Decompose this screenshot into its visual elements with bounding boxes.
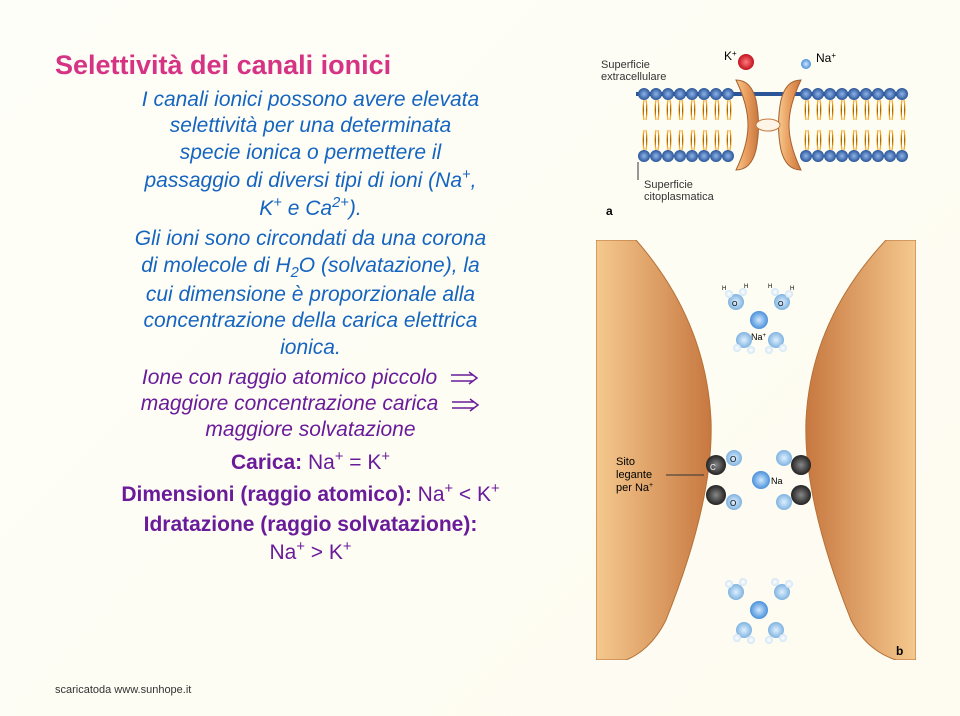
paragraph-3: Ione con raggio atomico piccolo maggiore… bbox=[55, 365, 566, 444]
svg-text:H: H bbox=[768, 284, 772, 290]
sito-label: Sito bbox=[616, 456, 635, 468]
p2-l1: Gli ioni sono circondati da una corona bbox=[135, 227, 486, 250]
k-label: K+ bbox=[724, 50, 737, 63]
carica-na: Na bbox=[302, 451, 335, 474]
p1-line4a: passaggio di diversi tipi di ioni (Na bbox=[145, 169, 463, 192]
label-cytoplasmic: Superficie bbox=[644, 179, 693, 191]
na-ion-icon bbox=[801, 59, 811, 69]
p2-l3: cui dimensione è proporzionale alla bbox=[146, 283, 475, 306]
svg-text:extracellulare: extracellulare bbox=[601, 71, 666, 83]
p2-l4: concentrazione della carica elettrica bbox=[144, 309, 478, 332]
idr-line: Idratazione (raggio solvatazione): Na+ >… bbox=[55, 512, 566, 567]
carica-label: Carica: bbox=[231, 451, 302, 474]
arrow-icon bbox=[450, 398, 480, 412]
p2-l2b: O (solvatazione), la bbox=[299, 254, 480, 277]
binding-site: C O O Na bbox=[706, 450, 811, 510]
label-extracellular: Superficie bbox=[601, 59, 650, 71]
p1-k: K bbox=[259, 197, 273, 220]
svg-text:H: H bbox=[790, 286, 794, 292]
svg-text:O: O bbox=[730, 455, 736, 464]
paragraph-1: I canali ionici possono avere elevata se… bbox=[55, 87, 566, 222]
slide-content: Selettività dei canali ionici I canali i… bbox=[0, 0, 960, 716]
paragraph-2: Gli ioni sono circondati da una corona d… bbox=[55, 226, 566, 361]
panel-label-a: a bbox=[606, 204, 613, 218]
idr-na: Na bbox=[269, 541, 296, 564]
p1-line1: I canali ionici possono avere elevata bbox=[142, 88, 479, 111]
text-column: Selettività dei canali ionici I canali i… bbox=[55, 50, 586, 686]
idr-k: > K bbox=[305, 541, 343, 564]
figure-b-channel: Na+ O H H O H H bbox=[596, 240, 916, 660]
svg-text:citoplasmatica: citoplasmatica bbox=[644, 191, 715, 203]
panel-label-b: b bbox=[896, 644, 903, 658]
svg-text:per Na+: per Na+ bbox=[616, 482, 653, 494]
p3-l3: maggiore solvatazione bbox=[205, 418, 415, 441]
idr-label: Idratazione (raggio solvatazione): bbox=[144, 513, 478, 536]
svg-text:Na+: Na+ bbox=[751, 332, 767, 342]
svg-text:H: H bbox=[744, 284, 748, 290]
p1-line2: selettività per una determinata bbox=[170, 114, 451, 137]
svg-text:C: C bbox=[710, 463, 716, 472]
svg-text:legante: legante bbox=[616, 469, 652, 481]
slide-title: Selettività dei canali ionici bbox=[55, 50, 566, 81]
p2-l5: ionica. bbox=[280, 336, 341, 359]
arrow-icon bbox=[449, 371, 479, 385]
p1-end: ). bbox=[349, 197, 362, 220]
p2-l2a: di molecole di H bbox=[141, 254, 290, 277]
svg-text:Na: Na bbox=[771, 476, 783, 486]
hydrated-na-lower-icon bbox=[725, 578, 793, 644]
channel-wall-left bbox=[596, 240, 711, 660]
dim-k: < K bbox=[453, 483, 491, 506]
channel-pore bbox=[756, 119, 780, 131]
dim-na: Na bbox=[412, 483, 445, 506]
svg-text:O: O bbox=[778, 301, 784, 308]
channel-wall-right bbox=[806, 240, 916, 660]
p1-ca: e Ca bbox=[282, 197, 332, 220]
figure-column: Superficie extracellulare bbox=[586, 50, 920, 686]
footer-text: scaricatoda www.sunhope.it bbox=[55, 684, 191, 696]
na-label: Na+ bbox=[816, 51, 836, 65]
dim-label: Dimensioni (raggio atomico): bbox=[121, 483, 412, 506]
k-ion-icon bbox=[738, 54, 754, 70]
figure-a-membrane: Superficie extracellulare bbox=[596, 50, 916, 250]
svg-text:O: O bbox=[730, 499, 736, 508]
p1-line3: specie ionica o permettere il bbox=[180, 141, 441, 164]
p3-l2: maggiore concentrazione carica bbox=[141, 392, 439, 415]
dim-line: Dimensioni (raggio atomico): Na+ < K+ bbox=[55, 480, 566, 508]
carica-line: Carica: Na+ = K+ bbox=[55, 448, 566, 476]
p3-l1: Ione con raggio atomico piccolo bbox=[142, 366, 437, 389]
svg-text:O: O bbox=[732, 301, 738, 308]
carica-k: = K bbox=[343, 451, 381, 474]
lipid-heads-bottom bbox=[638, 150, 908, 162]
svg-text:H: H bbox=[722, 286, 726, 292]
hydrated-na-icon: Na+ O H H O H H bbox=[722, 284, 794, 354]
p1-comma: , bbox=[471, 169, 477, 192]
